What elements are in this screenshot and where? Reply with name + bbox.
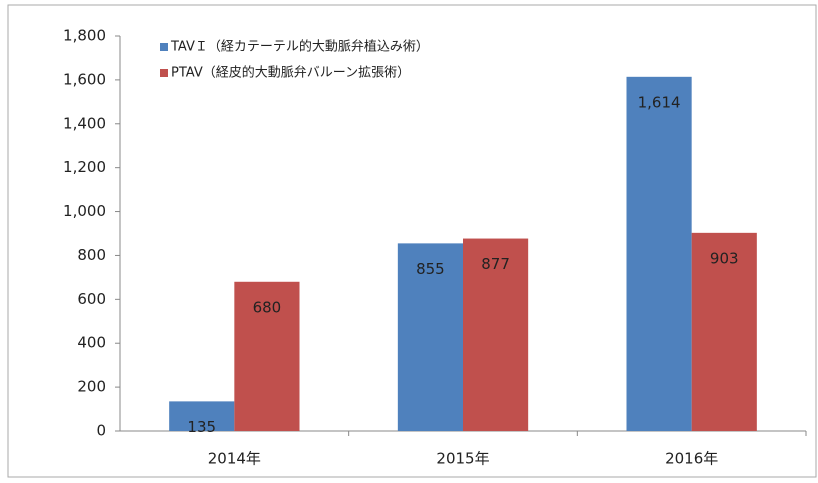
y-tick-label: 1,000 [63,202,106,220]
value-label: 855 [416,260,445,278]
bar [691,232,757,431]
bar [169,401,235,431]
y-tick-label: 800 [77,246,106,264]
bar [397,243,463,431]
legend-label: TAVＩ（経カテーテル的大動脈弁植込み術） [170,39,429,55]
bar [234,281,300,431]
value-label: 680 [253,298,282,316]
value-label: 877 [481,255,510,273]
y-tick-label: 0 [96,422,106,440]
y-tick-label: 1,600 [63,70,106,88]
y-tick-label: 1,400 [63,114,106,132]
y-tick-label: 1,800 [63,27,106,45]
value-label: 903 [710,249,739,267]
y-tick-label: 600 [77,290,106,308]
value-label: 1,614 [638,93,681,111]
value-label: 135 [187,418,216,436]
y-tick-label: 400 [77,334,106,352]
bar [463,238,529,431]
x-tick-label: 2014年 [208,450,261,468]
legend-swatch [160,69,168,77]
x-tick-label: 2015年 [436,450,489,468]
legend-swatch [160,43,168,51]
y-tick-label: 1,200 [63,158,106,176]
y-tick-label: 200 [77,378,106,396]
legend-label: PTAV（経皮的大動脈弁バルーン拡張術） [171,65,410,81]
x-tick-label: 2016年 [665,450,718,468]
legend: TAVＩ（経カテーテル的大動脈弁植込み術） PTAV（経皮的大動脈弁バルーン拡張術… [160,39,429,81]
bar [626,76,692,432]
